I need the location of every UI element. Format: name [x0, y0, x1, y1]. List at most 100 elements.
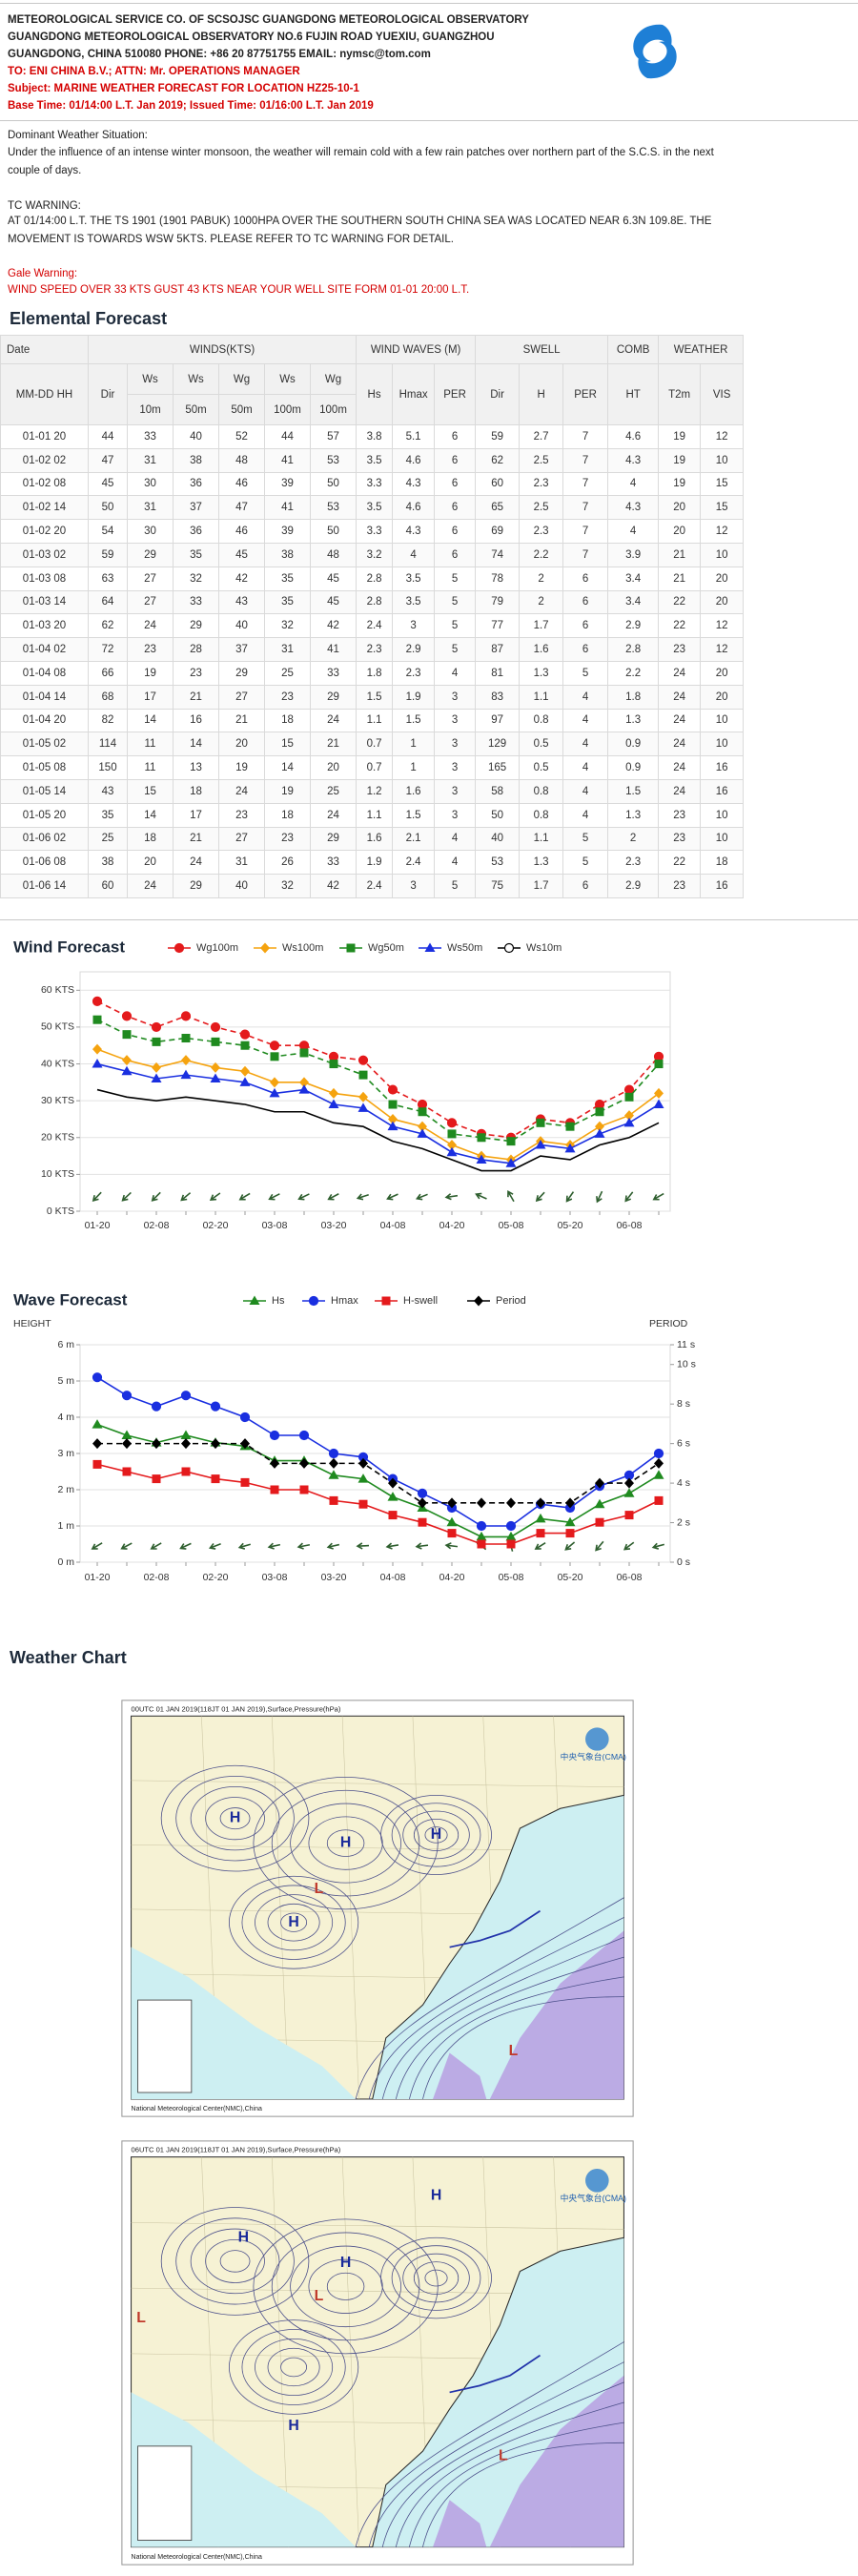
data-point	[152, 1061, 161, 1073]
isobar	[219, 2250, 251, 2273]
value-cell: 66	[88, 660, 128, 686]
data-point	[624, 1477, 634, 1489]
x-tick-label: 03-08	[262, 1572, 288, 1583]
value-cell: 18	[173, 778, 219, 804]
data-point	[653, 1099, 664, 1109]
value-cell: 2.5	[519, 447, 564, 473]
data-point	[417, 1099, 428, 1110]
data-point	[417, 1128, 428, 1138]
y-tick-label: 20 KTS	[41, 1132, 74, 1144]
value-cell: 22	[658, 589, 702, 615]
data-point	[446, 1118, 458, 1128]
isobar	[326, 2272, 365, 2300]
precip-area	[433, 2052, 487, 2099]
value-cell: 1.6	[519, 637, 564, 662]
pressure-center: L	[499, 2448, 508, 2464]
direction-arrow	[623, 1541, 635, 1551]
data-point	[506, 1539, 516, 1549]
value-cell: 33	[173, 589, 219, 615]
direction-arrow	[475, 1192, 487, 1200]
value-cell: 1.7	[519, 874, 564, 898]
value-cell: 2.8	[356, 589, 394, 615]
column-height: 50m	[173, 394, 219, 425]
isobar	[409, 2421, 624, 2547]
series-line	[96, 1423, 660, 1538]
y2-tick-label: 11 s	[677, 1339, 695, 1350]
data-point	[594, 1498, 605, 1509]
column-height: 50m	[218, 394, 265, 425]
value-cell: 2.3	[607, 850, 660, 876]
map-title: 00UTC 01 JAN 2019(118JT 01 JAN 2019),Sur…	[132, 1704, 341, 1713]
isobar	[326, 1829, 365, 1857]
column-header: HT	[607, 363, 660, 425]
value-cell: 0.8	[519, 802, 564, 828]
isobar	[308, 1816, 383, 1870]
data-point	[328, 1448, 339, 1459]
legend-marker	[424, 942, 436, 952]
isobar	[190, 1786, 280, 1851]
header-line: GUANGDONG METEOROLOGICAL OBSERVATORY NO.…	[8, 31, 495, 43]
data-point	[358, 1499, 368, 1509]
y-tick-label: 0 KTS	[47, 1206, 74, 1217]
x-tick-label: 02-08	[144, 1572, 170, 1583]
value-cell: 24	[658, 684, 702, 710]
value-cell: 16	[700, 755, 745, 780]
header-line: GUANGDONG, CHINA 510080 PHONE: +86 20 87…	[8, 49, 431, 60]
y2-tick-label: 10 s	[677, 1359, 696, 1370]
value-cell: 21	[658, 542, 702, 567]
value-cell: 60	[88, 874, 128, 898]
data-point	[477, 1539, 486, 1549]
value-cell: 50	[88, 495, 128, 521]
y-tick-label: 60 KTS	[41, 984, 74, 996]
legend-marker	[260, 942, 270, 954]
situation-label: Dominant Weather Situation:	[8, 130, 148, 141]
data-point	[92, 1459, 102, 1469]
value-cell: 3	[434, 732, 477, 757]
value-cell: 7	[562, 519, 609, 544]
value-cell: 20	[658, 495, 702, 521]
date-cell: 01-05 08	[0, 755, 89, 780]
value-cell: 53	[475, 850, 521, 876]
value-cell: 24	[658, 660, 702, 686]
value-cell: 18	[127, 826, 174, 852]
weather-chart-title: Weather Chart	[10, 1648, 127, 1667]
direction-arrow	[564, 1541, 576, 1551]
data-point	[210, 1401, 221, 1412]
direction-arrow	[507, 1190, 515, 1203]
value-cell: 77	[475, 613, 521, 639]
data-point	[447, 1129, 457, 1139]
data-point	[623, 1117, 635, 1127]
data-point	[181, 1438, 191, 1450]
value-cell: 37	[173, 495, 219, 521]
data-point	[446, 1516, 458, 1527]
data-point	[595, 1517, 604, 1527]
x-tick-label: 02-20	[203, 1572, 229, 1583]
y2-tick-label: 8 s	[677, 1398, 690, 1410]
data-row: 01-02 08 45 30 36 46 39 50 3.3 4.3 6 60 2.3 7 4 19 15	[0, 471, 745, 497]
pressure-center: H	[230, 1810, 240, 1826]
value-cell: 17	[127, 684, 174, 710]
value-cell: 14	[127, 708, 174, 733]
data-point	[151, 1021, 162, 1033]
value-cell: 1.6	[356, 826, 394, 852]
value-cell: 29	[309, 826, 358, 852]
value-cell: 44	[264, 424, 311, 449]
value-cell: 23	[173, 660, 219, 686]
value-cell: 2	[519, 566, 564, 591]
value-cell: 15	[700, 471, 745, 497]
data-point	[476, 1154, 487, 1164]
x-tick-label: 01-20	[85, 1572, 111, 1583]
data-row: 01-02 20 54 30 36 46 39 50 3.3 4.3 6 69 2.3 7 4 20 12	[0, 519, 745, 544]
value-cell: 28	[173, 637, 219, 662]
value-cell: 10	[700, 542, 745, 567]
value-cell: 150	[88, 755, 128, 780]
value-cell: 15	[700, 495, 745, 521]
direction-arrow	[535, 1191, 545, 1203]
value-cell: 57	[309, 424, 358, 449]
value-cell: 30	[127, 519, 174, 544]
isobar	[255, 1894, 334, 1951]
value-cell: 23	[127, 637, 174, 662]
value-cell: 20	[700, 566, 745, 591]
